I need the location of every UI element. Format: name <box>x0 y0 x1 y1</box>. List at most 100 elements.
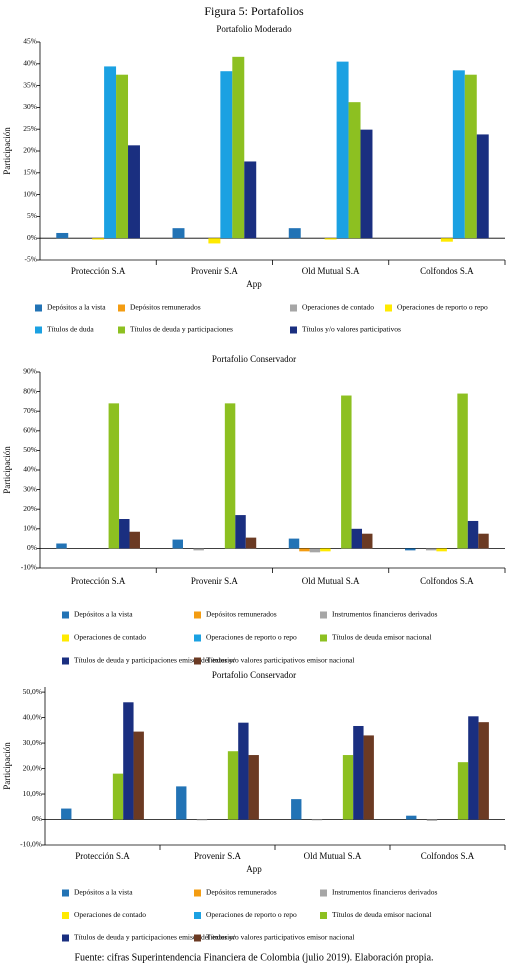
bar <box>405 548 416 551</box>
y-tick-label: 15% <box>23 168 37 177</box>
bar <box>238 722 249 820</box>
bar <box>320 548 331 552</box>
y-tick-label: 40% <box>23 59 37 68</box>
legend-label: Títulos de deuda y participaciones emiso… <box>74 933 236 942</box>
y-tick-label: 10% <box>23 189 37 198</box>
bar <box>108 403 120 549</box>
legend-label: Depósitos remunerados <box>206 888 277 897</box>
bar <box>478 722 489 820</box>
x-tick-label: Provenir S.A <box>191 266 239 276</box>
y-tick-label: 30,0% <box>23 738 42 747</box>
legend-swatch <box>62 912 69 919</box>
x-tick-label: Protección S.A <box>71 576 126 586</box>
legend-label: Títulos y/o valores participativos emiso… <box>206 656 355 665</box>
bar <box>351 528 363 549</box>
y-tick-label: 5% <box>27 211 37 220</box>
legend-swatch <box>62 889 69 897</box>
y-tick-label: 10,0% <box>23 789 42 798</box>
bar <box>336 61 349 239</box>
legend-label: Operaciones de contado <box>74 633 146 642</box>
bar <box>363 735 374 820</box>
legend-label: Operaciones de reporto o repo <box>206 633 297 642</box>
legend-swatch <box>320 912 327 919</box>
bar <box>299 548 310 552</box>
legend-label: Depósitos remunerados <box>206 610 277 619</box>
bar <box>426 819 438 821</box>
x-axis-label: App <box>246 279 262 289</box>
y-axis-label: Participación <box>2 742 12 790</box>
bar <box>245 537 257 549</box>
legend-label: Operaciones de contado <box>302 303 374 312</box>
bar <box>208 238 221 244</box>
legend-swatch <box>320 611 327 619</box>
legend-swatch <box>194 934 201 942</box>
bar <box>244 161 257 239</box>
legend-label: Operaciones de reporto o repo <box>397 303 488 312</box>
x-tick-label: Protección S.A <box>71 266 126 276</box>
bar <box>123 702 134 820</box>
bar <box>440 238 453 242</box>
legend-swatch <box>320 634 327 642</box>
bar <box>457 393 468 549</box>
y-tick-label: -10,0% <box>20 840 42 849</box>
legend-label: Operaciones de reporto o repo <box>206 910 297 919</box>
legend-label: Instrumentos financieros derivados <box>332 610 437 619</box>
y-tick-label: 30% <box>23 484 37 493</box>
figure-title: Figura 5: Portafolios <box>204 4 304 18</box>
legend-label: Depósitos a la vista <box>74 610 133 619</box>
legend-swatch <box>62 611 69 619</box>
bar <box>232 56 245 239</box>
bar <box>311 819 323 821</box>
bar <box>324 238 337 240</box>
source-note: Fuente: cifras Superintendencia Financie… <box>74 952 433 963</box>
bar <box>56 543 67 549</box>
bar <box>464 74 477 239</box>
y-tick-label: 0% <box>32 814 42 823</box>
y-tick-label: 90% <box>23 367 37 376</box>
bar <box>224 403 236 549</box>
y-tick-label: -10% <box>21 563 37 572</box>
bar <box>342 755 354 820</box>
bar <box>220 71 233 239</box>
legend-swatch <box>62 657 69 665</box>
y-tick-label: 60% <box>23 426 37 435</box>
legend-label: Títulos y/o valores participativos <box>302 325 401 334</box>
legend-label: Depósitos a la vista <box>74 888 133 897</box>
legend-swatch <box>194 657 201 665</box>
y-tick-label: 40,0% <box>23 712 42 721</box>
bar <box>468 716 479 820</box>
legend-swatch <box>62 634 69 642</box>
legend-label: Títulos de deuda emisor nacional <box>332 910 432 919</box>
legend-swatch <box>118 326 125 334</box>
legend-swatch <box>385 304 392 312</box>
y-tick-label: 80% <box>23 386 37 395</box>
bar <box>56 232 69 239</box>
y-axis-label: Participación <box>2 127 12 175</box>
bar <box>112 773 124 820</box>
x-tick-label: Provenir S.A <box>194 851 242 861</box>
y-tick-label: 50% <box>23 445 37 454</box>
x-tick-label: Colfondos S.A <box>420 266 474 276</box>
legend-label: Instrumentos financieros derivados <box>332 888 437 897</box>
bar <box>248 755 259 820</box>
bar <box>61 808 72 820</box>
chart-title: Portafolio Conservador <box>212 670 296 680</box>
bar <box>288 538 300 549</box>
legend-label: Títulos y/o valores participativos emiso… <box>206 933 355 942</box>
bar <box>467 520 479 549</box>
y-tick-label: 45% <box>23 37 37 46</box>
y-tick-label: 20% <box>23 146 37 155</box>
bar <box>291 799 302 820</box>
bar <box>172 539 183 549</box>
bar <box>235 515 246 549</box>
legend-label: Títulos de deuda y participaciones emiso… <box>74 656 236 665</box>
x-tick-label: Old Mutual S.A <box>302 266 360 276</box>
bar <box>116 74 129 239</box>
bar <box>353 725 364 820</box>
bar <box>288 228 301 239</box>
x-tick-label: Colfondos S.A <box>420 576 474 586</box>
bar <box>341 395 352 549</box>
legend-label: Operaciones de contado <box>74 910 146 919</box>
x-tick-label: Colfondos S.A <box>421 851 475 861</box>
bar <box>193 548 204 551</box>
